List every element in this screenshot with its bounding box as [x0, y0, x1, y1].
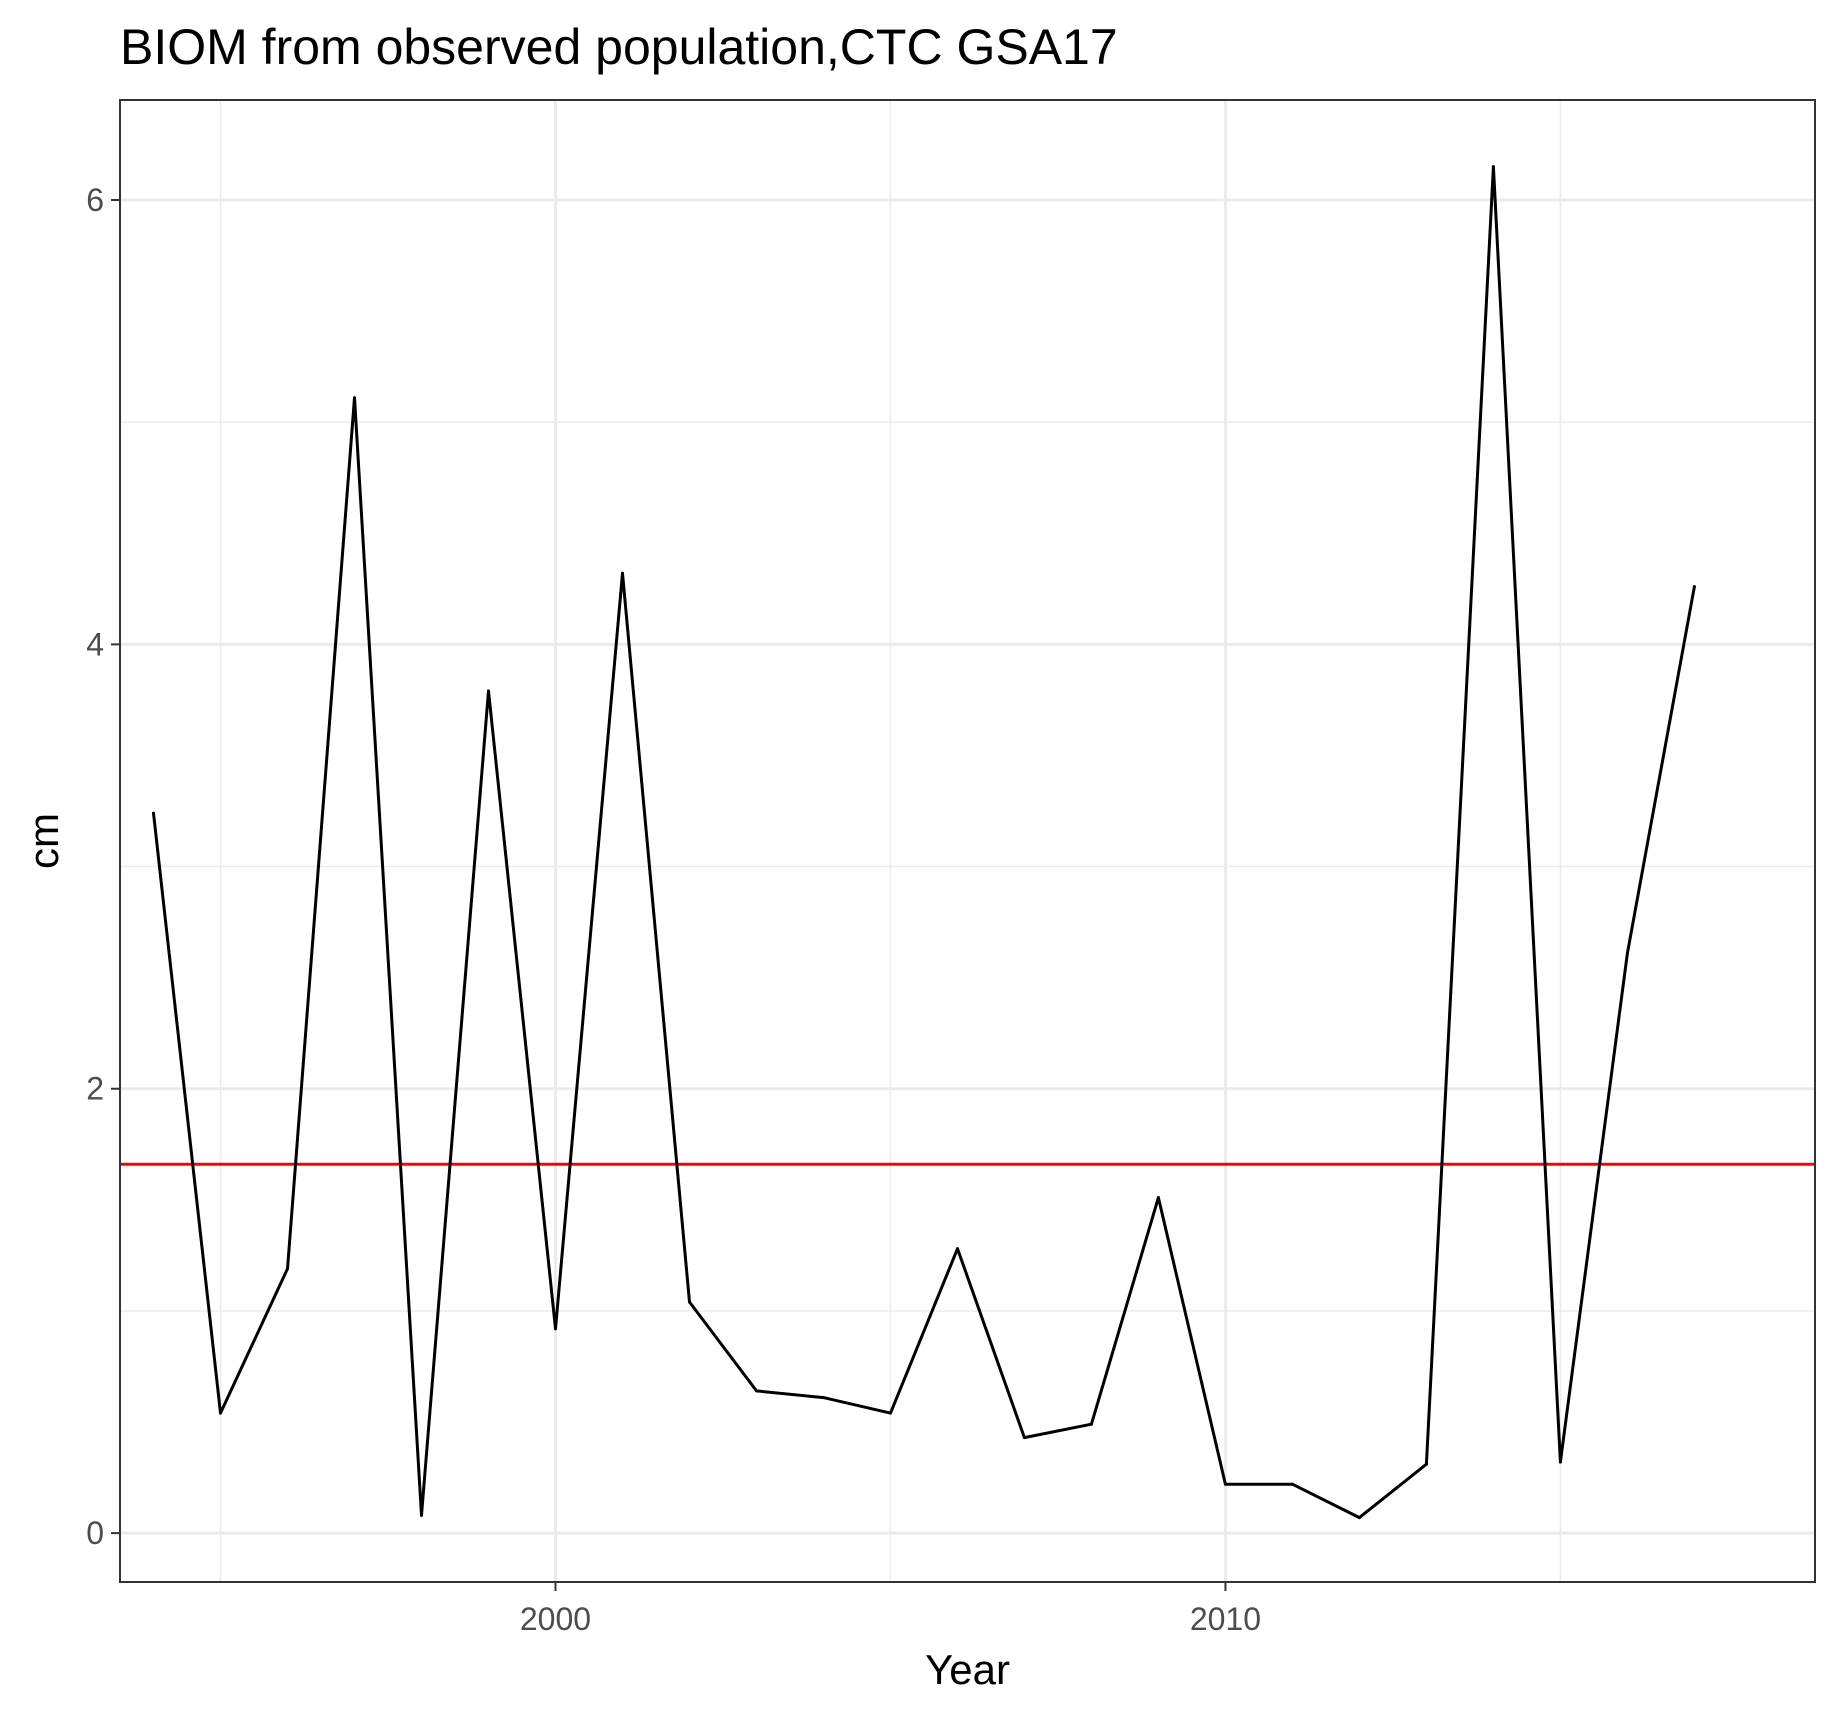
y-tick-label: 2 [86, 1071, 104, 1107]
series-line [152, 165, 1696, 1520]
data-point [1223, 1482, 1227, 1486]
data-point [888, 1411, 892, 1415]
data-point [1424, 1462, 1428, 1466]
data-point [1625, 951, 1629, 955]
data-point [1692, 585, 1696, 589]
axis-tick-labels: 2000 2010 0 2 4 6 [86, 182, 1261, 1637]
series-layer [151, 165, 1696, 1520]
data-point [821, 1396, 825, 1400]
data-point [1290, 1482, 1294, 1486]
data-point [1089, 1422, 1093, 1426]
x-tick-label: 2000 [520, 1601, 591, 1637]
major-gridlines [120, 100, 1815, 1582]
x-axis-title: Year [925, 1646, 1010, 1693]
chart-title: BIOM from observed population,CTC GSA17 [120, 19, 1118, 75]
data-point [218, 1411, 222, 1415]
data-point [352, 396, 356, 400]
data-point [553, 1327, 557, 1331]
data-point [1491, 165, 1495, 169]
data-point [419, 1513, 423, 1517]
minor-gridlines [120, 100, 1815, 1582]
data-point [1156, 1196, 1160, 1200]
data-point [151, 811, 155, 815]
y-tick-label: 0 [86, 1515, 104, 1551]
data-point [1022, 1436, 1026, 1440]
y-axis-title: cm [20, 813, 67, 869]
y-tick-label: 6 [86, 182, 104, 218]
data-point [486, 689, 490, 693]
y-tick-label: 4 [86, 626, 104, 662]
data-point [1357, 1516, 1361, 1520]
data-point [754, 1389, 758, 1393]
data-point [687, 1300, 691, 1304]
data-point [955, 1247, 959, 1251]
x-tick-label: 2010 [1190, 1601, 1261, 1637]
axis-ticks [111, 198, 1227, 1591]
data-point [1558, 1460, 1562, 1464]
data-point [620, 571, 624, 575]
plot-panel-border [119, 99, 1816, 1583]
data-point [285, 1267, 289, 1271]
